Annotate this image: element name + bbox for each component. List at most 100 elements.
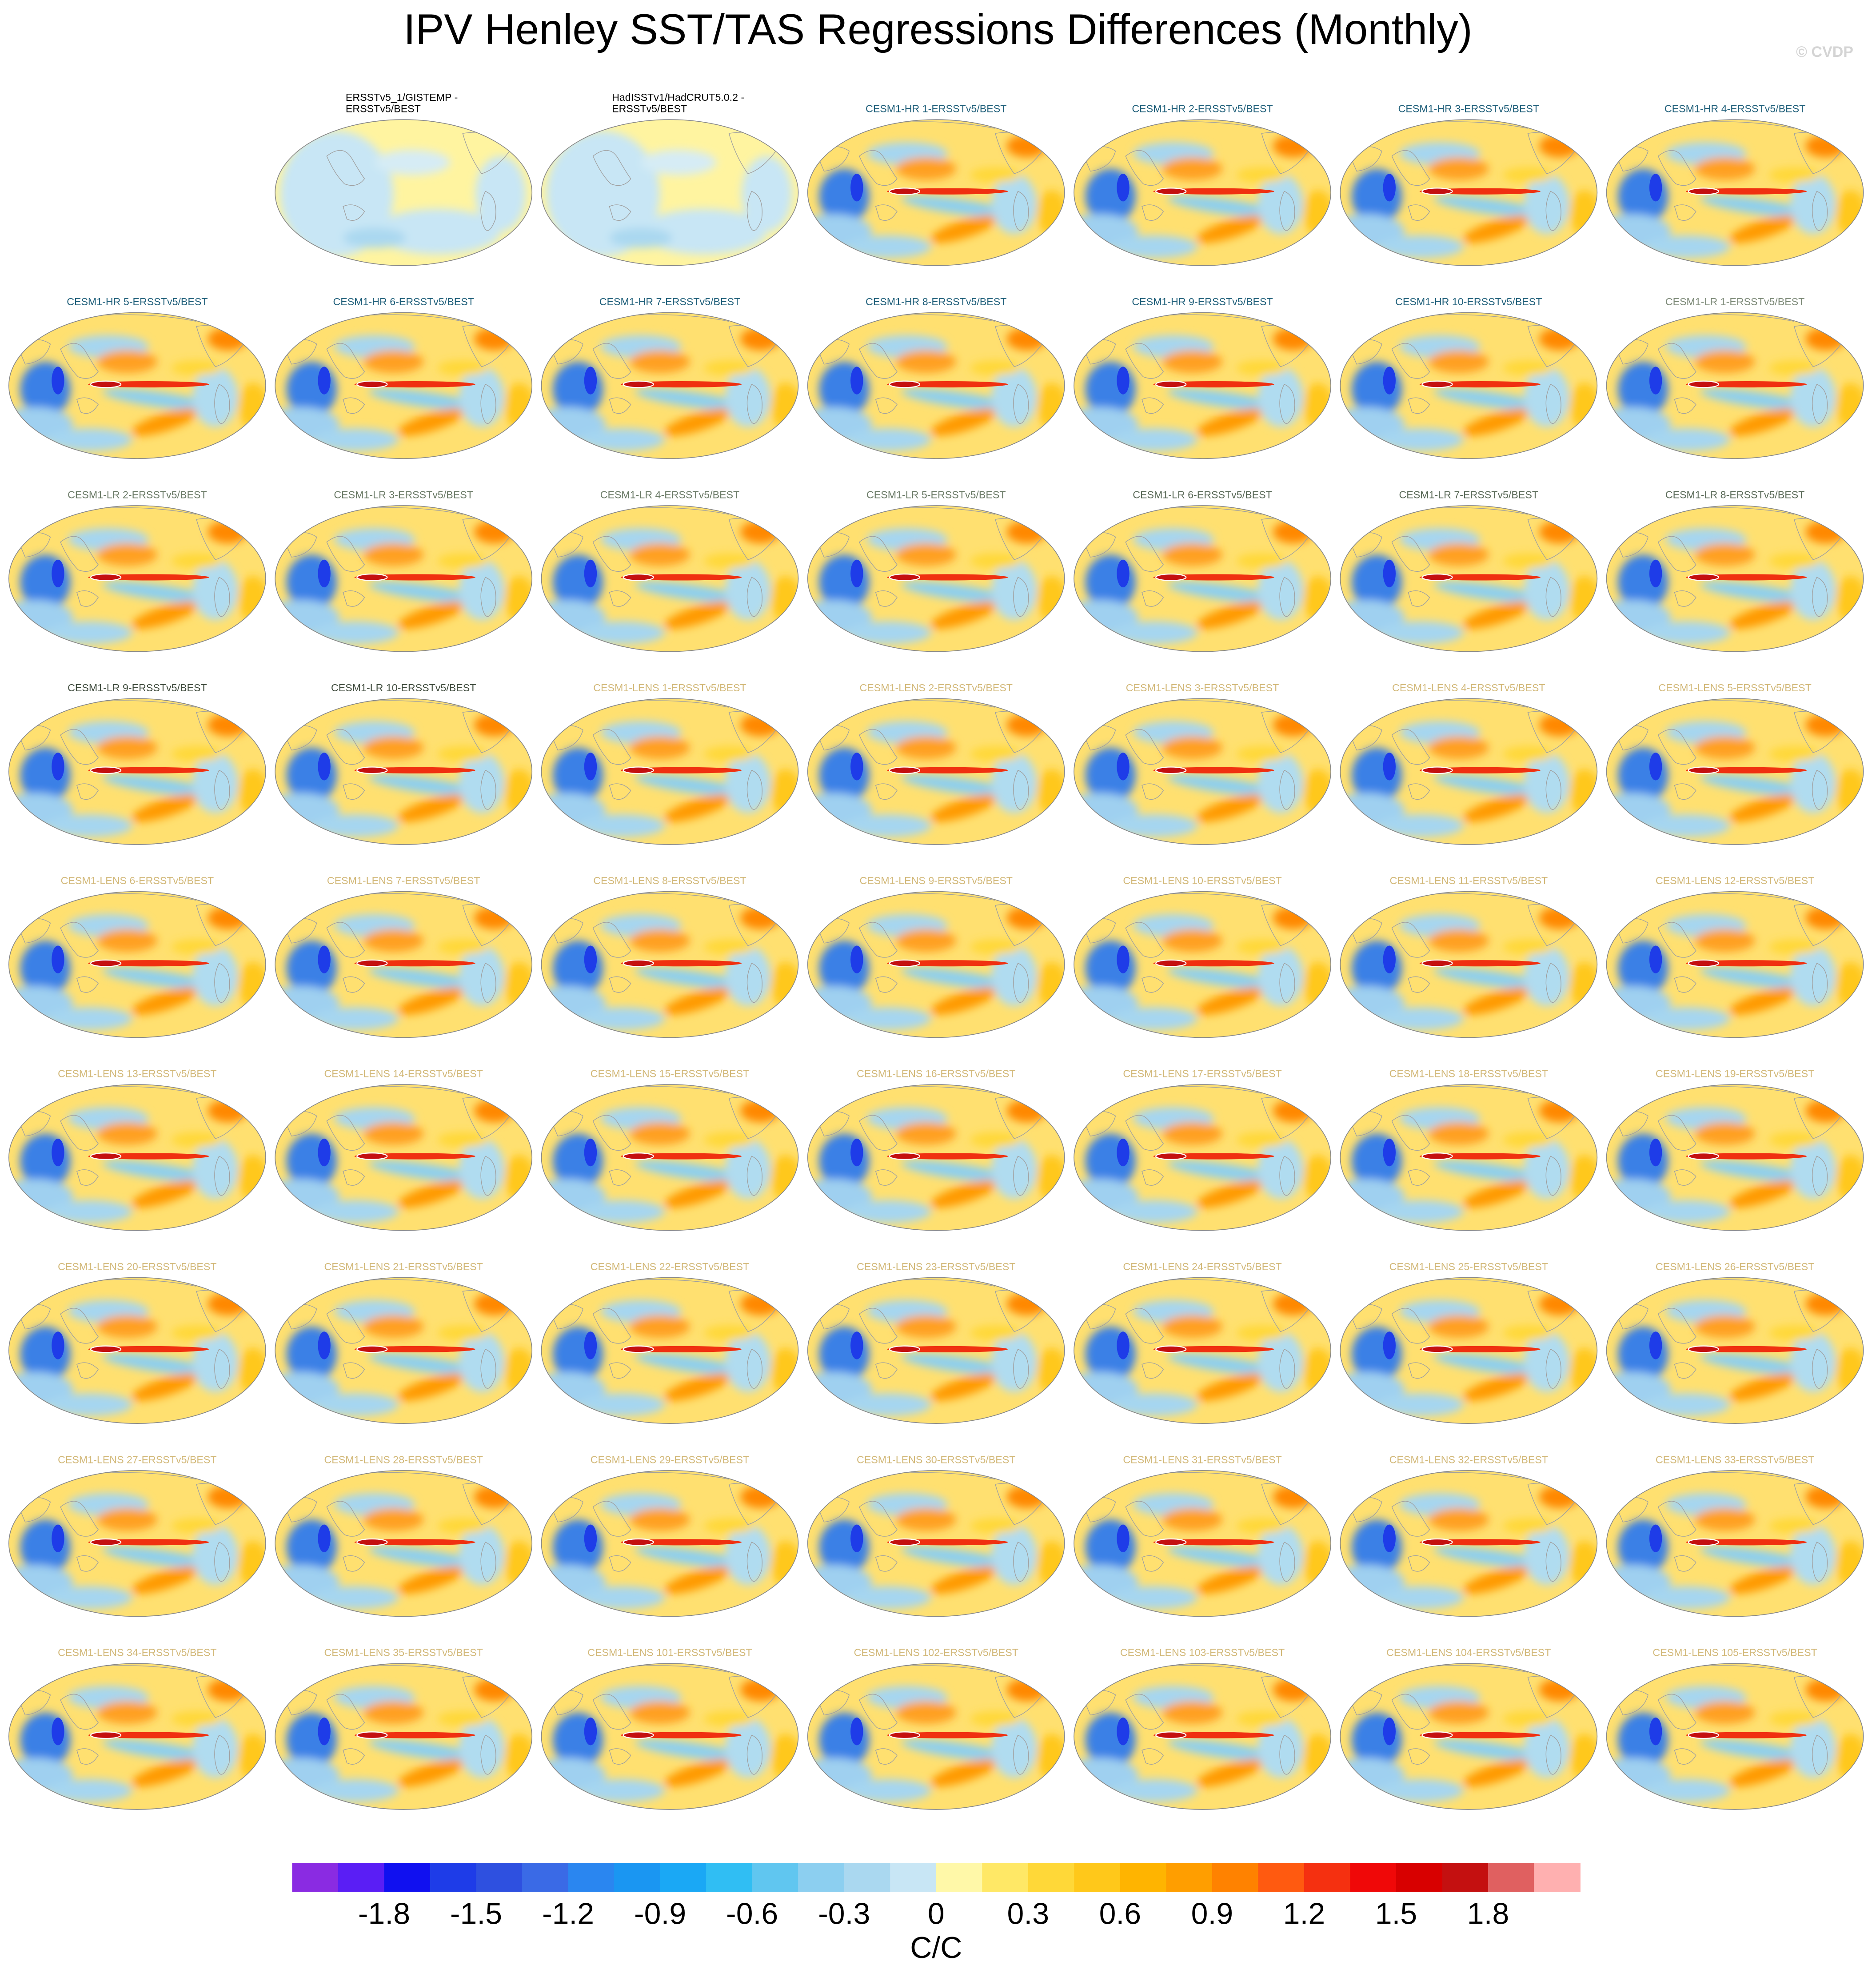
map (1595, 697, 1866, 845)
colorbar-box (660, 1863, 706, 1892)
panel-title: CESM1-LENS 105-ERSSTv5/BEST (1652, 1647, 1817, 1658)
panel-title: CESM1-LENS 102-ERSSTv5/BEST (854, 1647, 1018, 1658)
map-panel: CESM1-LENS 7-ERSSTv5/BEST (264, 875, 535, 1039)
map-panel: CESM1-LENS 21-ERSSTv5/BEST (264, 1261, 535, 1425)
colorbar-tick-label: 0 (928, 1897, 945, 1931)
panel-title: CESM1-HR 7-ERSSTv5/BEST (599, 296, 740, 307)
colorbar-box (1212, 1863, 1259, 1892)
panel-title: CESM1-LENS 17-ERSSTv5/BEST (1123, 1068, 1281, 1080)
map (1063, 504, 1333, 653)
map (530, 1469, 801, 1618)
panel-title: CESM1-LENS 11-ERSSTv5/BEST (1389, 875, 1548, 886)
panel-title: CESM1-HR 6-ERSSTv5/BEST (333, 296, 474, 307)
panel-title: CESM1-LENS 16-ERSSTv5/BEST (857, 1068, 1015, 1080)
colorbar-tick-label: -1.5 (450, 1897, 502, 1931)
map (530, 1083, 801, 1232)
panel-title: CESM1-LR 9-ERSSTv5/BEST (68, 682, 207, 694)
map-panel: CESM1-LENS 32-ERSSTv5/BEST (1329, 1454, 1600, 1618)
colorbar-box (522, 1863, 569, 1892)
panel-title: CESM1-LR 8-ERSSTv5/BEST (1665, 489, 1805, 500)
panel-title: CESM1-LENS 34-ERSSTv5/BEST (58, 1647, 216, 1658)
panel-title: CESM1-HR 1-ERSSTv5/BEST (866, 103, 1006, 115)
map (0, 890, 268, 1039)
map (796, 118, 1067, 267)
panel-title: CESM1-LENS 20-ERSSTv5/BEST (58, 1261, 216, 1272)
map (1329, 311, 1600, 460)
colorbar-tick-label: -1.2 (542, 1897, 594, 1931)
map (1329, 890, 1600, 1039)
map (1329, 1276, 1600, 1425)
panel-title: CESM1-LENS 18-ERSSTv5/BEST (1389, 1068, 1548, 1080)
colorbar-tick-label: -0.6 (726, 1897, 778, 1931)
map-panel: CESM1-HR 1-ERSSTv5/BEST (796, 103, 1067, 267)
panel-title: CESM1-LENS 22-ERSSTv5/BEST (591, 1261, 749, 1272)
colorbar: -1.8 -1.5 -1.2 -0.9 -0.6 -0.3 0 0.3 0.6 0.9 1.2 1.5… (292, 1863, 1581, 1965)
map (1063, 1662, 1333, 1810)
map (530, 890, 801, 1039)
map (1063, 697, 1333, 845)
colorbar-tick-label: 1.8 (1467, 1897, 1509, 1931)
map-panel: CESM1-LENS 3-ERSSTv5/BEST (1063, 682, 1333, 846)
map (1063, 118, 1333, 267)
map (0, 1469, 268, 1618)
map-panel: CESM1-LENS 30-ERSSTv5/BEST (796, 1454, 1067, 1618)
panel-title: CESM1-HR 2-ERSSTv5/BEST (1132, 103, 1273, 115)
map-panel: CESM1-LENS 102-ERSSTv5/BEST (796, 1647, 1067, 1811)
map-panel: CESM1-LR 1-ERSSTv5/BEST (1595, 296, 1866, 460)
map (264, 311, 535, 460)
map (264, 1469, 535, 1618)
panel-title: CESM1-LENS 15-ERSSTv5/BEST (591, 1068, 749, 1080)
map (0, 1662, 268, 1810)
map-panel: CESM1-LENS 23-ERSSTv5/BEST (796, 1261, 1067, 1425)
map (1595, 1469, 1866, 1618)
panel-title: CESM1-LENS 32-ERSSTv5/BEST (1389, 1454, 1548, 1465)
map-panel: CESM1-HR 4-ERSSTv5/BEST (1595, 103, 1866, 267)
map-panel: CESM1-LR 3-ERSSTv5/BEST (264, 489, 535, 653)
colorbar-tick-label: 1.5 (1375, 1897, 1417, 1931)
colorbar-tick-label: 1.2 (1283, 1897, 1325, 1931)
map (530, 504, 801, 653)
map (264, 1083, 535, 1232)
map (0, 1276, 268, 1425)
map-panel: CESM1-LENS 4-ERSSTv5/BEST (1329, 682, 1600, 846)
map-panel: CESM1-LENS 33-ERSSTv5/BEST (1595, 1454, 1866, 1618)
colorbar-box (1166, 1863, 1213, 1892)
panel-title: CESM1-LENS 10-ERSSTv5/BEST (1123, 875, 1281, 886)
panel-title: CESM1-LENS 33-ERSSTv5/BEST (1656, 1454, 1814, 1465)
map-panel: CESM1-HR 3-ERSSTv5/BEST (1329, 103, 1600, 267)
map (796, 890, 1067, 1039)
colorbar-box (1074, 1863, 1121, 1892)
map-panel: CESM1-LENS 5-ERSSTv5/BEST (1595, 682, 1866, 846)
map (264, 504, 535, 653)
panel-title: CESM1-LR 5-ERSSTv5/BEST (866, 489, 1006, 500)
map-panel: CESM1-HR 8-ERSSTv5/BEST (796, 296, 1067, 460)
map (0, 697, 268, 845)
panel-title: CESM1-HR 9-ERSSTv5/BEST (1132, 296, 1273, 307)
map-panel: CESM1-LENS 26-ERSSTv5/BEST (1595, 1261, 1866, 1425)
panel-title: CESM1-LENS 28-ERSSTv5/BEST (324, 1454, 483, 1465)
colorbar-box (1258, 1863, 1305, 1892)
panel-title: CESM1-LENS 4-ERSSTv5/BEST (1392, 682, 1545, 694)
colorbar-label: C/C (910, 1931, 962, 1965)
colorbar-box (982, 1863, 1029, 1892)
colorbar-box (798, 1863, 845, 1892)
panel-title: CESM1-LENS 103-ERSSTv5/BEST (1120, 1647, 1285, 1658)
panel-title: CESM1-HR 3-ERSSTv5/BEST (1398, 103, 1539, 115)
panel-title: CESM1-LR 10-ERSSTv5/BEST (331, 682, 476, 694)
panel-title: CESM1-LENS 1-ERSSTv5/BEST (593, 682, 746, 694)
colorbar-box (1304, 1863, 1351, 1892)
map (1595, 311, 1866, 460)
map (1595, 504, 1866, 653)
map-panel: CESM1-LENS 14-ERSSTv5/BEST (264, 1068, 535, 1232)
panel-title: CESM1-LENS 7-ERSSTv5/BEST (327, 875, 480, 886)
map-panel: CESM1-LR 6-ERSSTv5/BEST (1063, 489, 1333, 653)
map (796, 1083, 1067, 1232)
map (1063, 1083, 1333, 1232)
map-panel: CESM1-LENS 17-ERSSTv5/BEST (1063, 1068, 1333, 1232)
panel-title: CESM1-LENS 35-ERSSTv5/BEST (324, 1647, 483, 1658)
panel-title: CESM1-LENS 14-ERSSTv5/BEST (324, 1068, 483, 1080)
map-panel: CESM1-LENS 104-ERSSTv5/BEST (1329, 1647, 1600, 1811)
map-panel: CESM1-LENS 103-ERSSTv5/BEST (1063, 1647, 1333, 1811)
map-panel: CESM1-LENS 35-ERSSTv5/BEST (264, 1647, 535, 1811)
